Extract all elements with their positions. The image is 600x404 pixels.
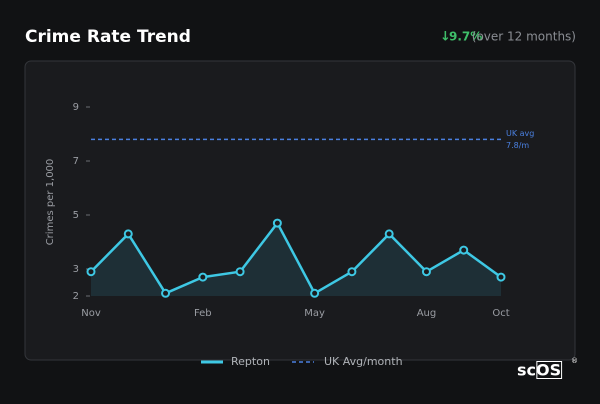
series-line <box>90 221 502 295</box>
y-tick-label: 7 <box>73 156 79 167</box>
logo: scOS <box>517 361 561 380</box>
logo-mark: ® <box>571 357 578 365</box>
data-point <box>272 218 282 228</box>
logo-box <box>536 361 563 379</box>
data-point <box>161 288 171 298</box>
data-point <box>496 272 506 282</box>
y-tick-label: 9 <box>73 102 79 113</box>
x-tick-label: Aug <box>417 308 437 319</box>
change-arrow: ↓ <box>440 30 451 45</box>
data-point <box>235 267 245 277</box>
y-tick-label: 5 <box>73 210 79 221</box>
y-tick-label: 3 <box>73 264 79 275</box>
data-point <box>384 229 394 239</box>
data-point <box>86 267 96 277</box>
data-point <box>198 272 208 282</box>
reference-value-label: 7.8/m <box>506 141 529 150</box>
chart-title: Crime Rate Trend <box>25 27 191 47</box>
x-tick-label: Oct <box>492 308 509 319</box>
data-point <box>347 267 357 277</box>
data-point <box>459 245 469 255</box>
data-point <box>310 288 320 298</box>
change-period: (over 12 months) <box>472 30 576 44</box>
y-tick-label: 2 <box>73 291 79 302</box>
x-tick-label: May <box>304 308 325 319</box>
y-axis-label: Crimes per 1,000 <box>45 159 56 246</box>
plot-area: 2 3 5 7 9 Nov Feb May Aug Oct UK avg 7.8/m <box>73 102 535 319</box>
x-tick-label: Nov <box>81 308 101 319</box>
change-value: 9.7% <box>449 30 482 44</box>
chart-card <box>24 60 576 361</box>
legend-label[interactable]: Repton <box>231 355 270 368</box>
reference-label: UK avg <box>506 129 534 138</box>
legend-label[interactable]: UK Avg/month <box>324 355 403 368</box>
x-tick-label: Feb <box>194 308 212 319</box>
data-point <box>123 229 133 239</box>
data-point <box>421 267 431 277</box>
